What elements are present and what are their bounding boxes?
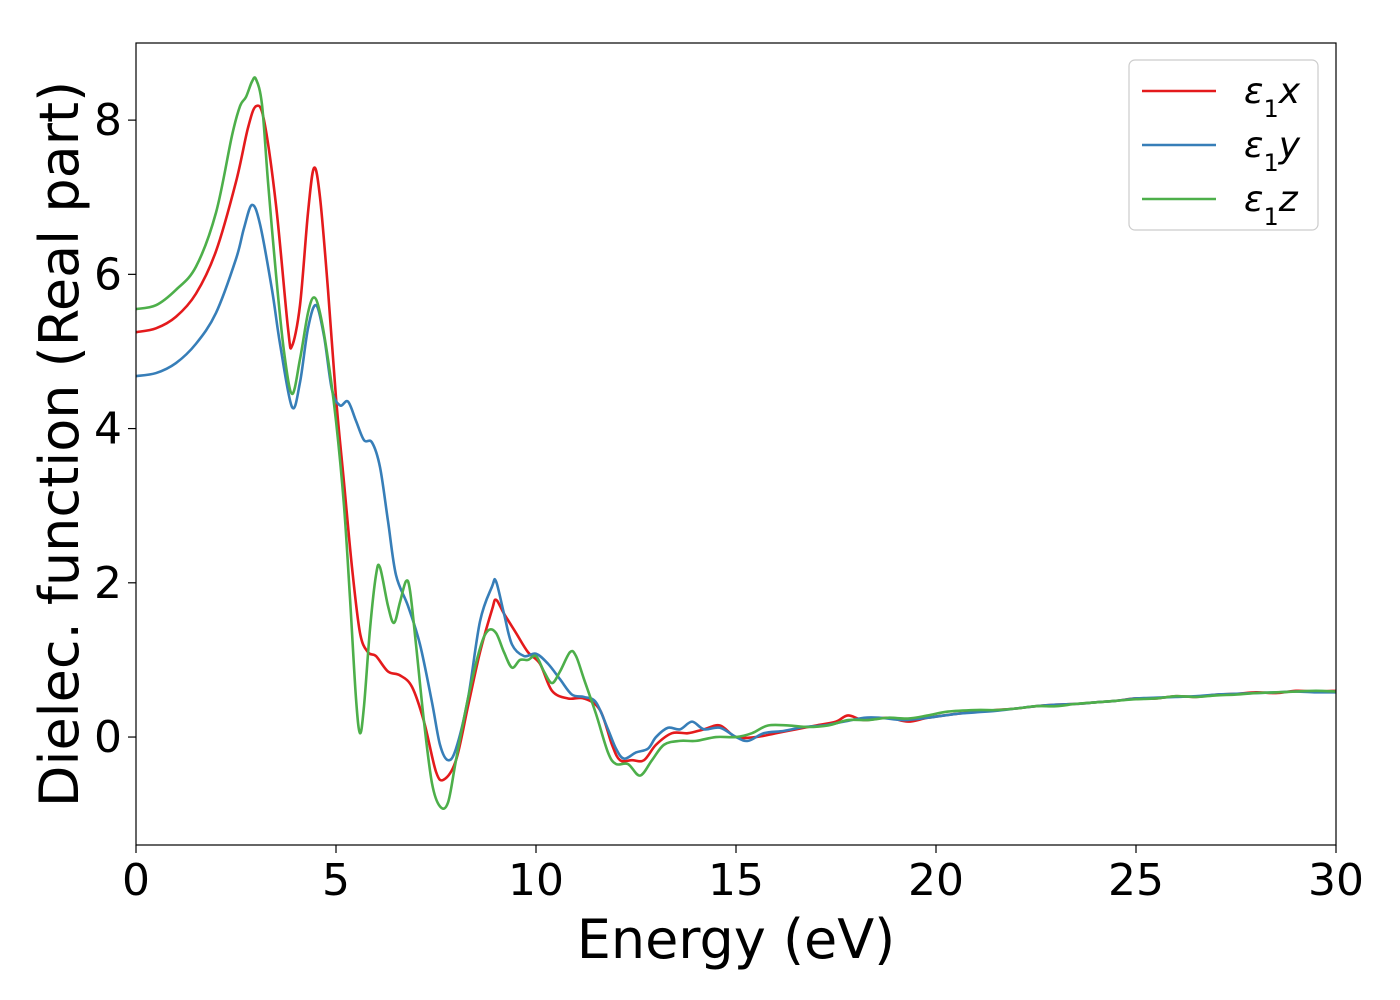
y-tick-label: 0: [94, 712, 122, 763]
x-tick-label: 5: [322, 855, 350, 906]
x-tick-label: 20: [908, 855, 964, 906]
x-axis-title: Energy (eV): [577, 908, 896, 971]
legend-label-x: ε1x: [1244, 71, 1301, 123]
legend-label-z: ε1z: [1244, 179, 1299, 231]
series-lines: [135, 76, 1337, 810]
series-line-y: [135, 203, 1337, 762]
y-tick-label: 2: [94, 558, 122, 609]
x-tick-label: 15: [708, 855, 764, 906]
y-axis-ticks: 0 2 4 6 8: [94, 95, 136, 763]
series-line-z: [135, 76, 1337, 810]
x-tick-label: 10: [508, 855, 564, 906]
x-axis-ticks: 0 5 10 15 20 25 30: [122, 845, 1364, 906]
x-tick-label: 25: [1108, 855, 1164, 906]
x-tick-label: 0: [122, 855, 150, 906]
y-tick-label: 6: [94, 249, 122, 300]
legend-box: [1128, 59, 1319, 231]
y-axis-title: Dielec. function (Real part): [28, 81, 91, 807]
legend-label-y: ε1y: [1244, 125, 1301, 177]
y-tick-label: 4: [94, 404, 122, 455]
x-tick-label: 30: [1308, 855, 1364, 906]
y-tick-label: 8: [94, 95, 122, 146]
